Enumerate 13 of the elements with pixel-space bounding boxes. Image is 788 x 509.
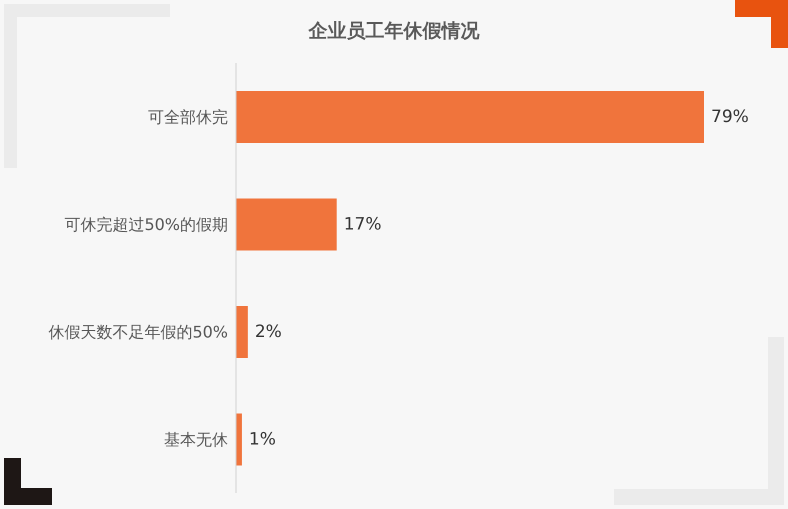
bar — [236, 91, 704, 143]
y-tick-label: 基本无休 — [164, 430, 228, 449]
data-label: 2% — [254, 322, 282, 342]
bar — [236, 306, 248, 358]
bar — [236, 414, 242, 466]
bar — [236, 198, 337, 250]
data-label: 79% — [711, 107, 749, 127]
y-tick-label: 休假天数不足年假的50% — [48, 322, 228, 342]
y-tick-label: 可全部休完 — [148, 107, 228, 126]
data-label: 1% — [248, 430, 276, 450]
chart-title: 企业员工年休假情况 — [307, 19, 480, 44]
data-label: 17% — [344, 214, 382, 234]
y-tick-label: 可休完超过50%的假期 — [64, 214, 228, 234]
